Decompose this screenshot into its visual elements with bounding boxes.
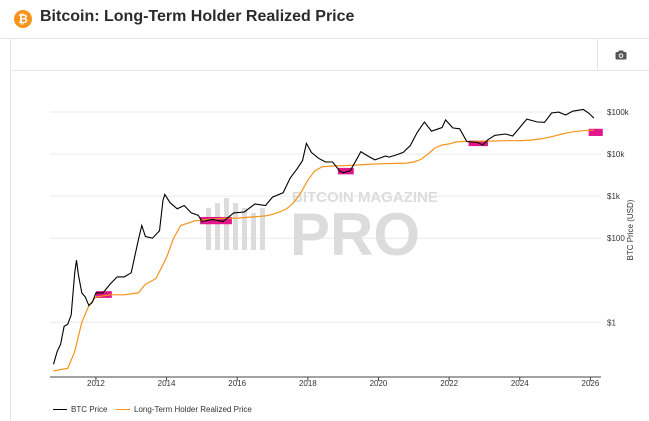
bitcoin-logo-icon: ₿ [14, 10, 32, 28]
toolbar-divider [597, 38, 598, 70]
y-axis: $1 $100 $1k $10k $100k [607, 108, 630, 327]
legend-label: BTC Price [71, 405, 108, 414]
x-tick-label: 2014 [158, 379, 176, 388]
page-header: ₿ Bitcoin: Long-Term Holder Realized Pri… [0, 0, 649, 39]
watermark-bar [233, 203, 238, 250]
watermark-line1: BITCOIN MAGAZINE [292, 189, 438, 206]
page-title: Bitcoin: Long-Term Holder Realized Price [40, 8, 355, 25]
watermark-bar [206, 208, 211, 250]
legend-swatch [53, 409, 67, 411]
x-tick-label: 2018 [299, 379, 317, 388]
watermark-bar [215, 203, 220, 250]
x-tick-label: 2020 [370, 379, 388, 388]
camera-icon[interactable] [615, 50, 627, 60]
highlight-zone [95, 291, 112, 298]
y-tick-label: $100k [607, 108, 630, 117]
watermark-bar [260, 208, 265, 250]
y-tick-label: $1k [607, 192, 621, 201]
x-tick-label: 2024 [511, 379, 529, 388]
legend-item-btc-price[interactable]: BTC Price [53, 405, 107, 414]
y-axis-title: BTC Price (USD) [626, 199, 635, 260]
watermark-bar [251, 213, 256, 250]
x-axis: 2012 2014 2016 2018 2020 2022 2024 2026 [87, 377, 600, 388]
watermark-bar [242, 208, 247, 250]
lthrp-line [53, 129, 594, 372]
legend-swatch [116, 409, 130, 411]
x-tick-label: 2016 [228, 379, 246, 388]
legend-item-lthrp[interactable]: Long-Term Holder Realized Price [116, 405, 252, 414]
legend-label: Long-Term Holder Realized Price [134, 405, 252, 414]
chart-card [10, 38, 649, 421]
x-tick-label: 2026 [582, 379, 600, 388]
y-tick-label: $10k [607, 150, 625, 159]
highlight-zone [337, 167, 354, 175]
y-tick-label: $100 [607, 234, 625, 243]
btc-price-line [52, 108, 595, 365]
grid-lines [50, 111, 601, 323]
watermark: BITCOIN MAGAZINE PRO [206, 189, 438, 268]
y-tick-label: $1 [607, 318, 616, 327]
highlight-zone [588, 128, 603, 136]
x-tick-label: 2022 [440, 379, 458, 388]
chart-toolbar [11, 38, 649, 71]
watermark-line2: PRO [290, 201, 420, 268]
x-tick-label: 2012 [87, 379, 105, 388]
